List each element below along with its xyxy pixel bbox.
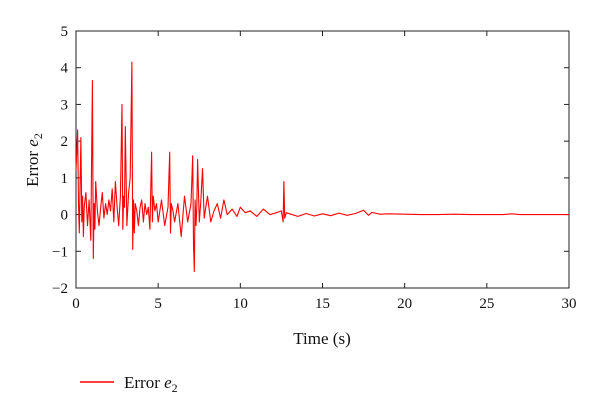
series-line-error-e2 [75,61,569,273]
legend-label: Error e2 [124,373,178,395]
plot-frame [75,30,570,289]
x-tick-label: 5 [154,296,162,312]
x-tick-label: 30 [562,296,577,312]
x-tick-label: 20 [397,296,412,312]
y-tick-label: −2 [52,281,68,297]
y-tick-label: 3 [61,97,69,113]
y-tick-label: 5 [61,24,69,40]
x-tick-label: 0 [72,296,80,312]
y-tick-label: 4 [61,61,69,77]
axis-ticks [75,30,570,289]
y-axis-label: Error e2 [23,133,45,187]
y-tick-label: 2 [61,134,69,150]
y-tick-label: 1 [61,171,69,187]
y-tick-label: 0 [61,208,69,224]
x-tick-label: 25 [479,296,494,312]
tick-labels: 0 5 10 15 20 25 30 −2 −1 0 1 2 3 4 5 [52,24,576,312]
x-tick-label: 15 [315,296,330,312]
x-axis-label: Time (s) [293,329,350,348]
x-tick-label: 10 [233,296,248,312]
y-tick-label: −1 [52,244,68,260]
legend: Error e2 [80,373,178,395]
